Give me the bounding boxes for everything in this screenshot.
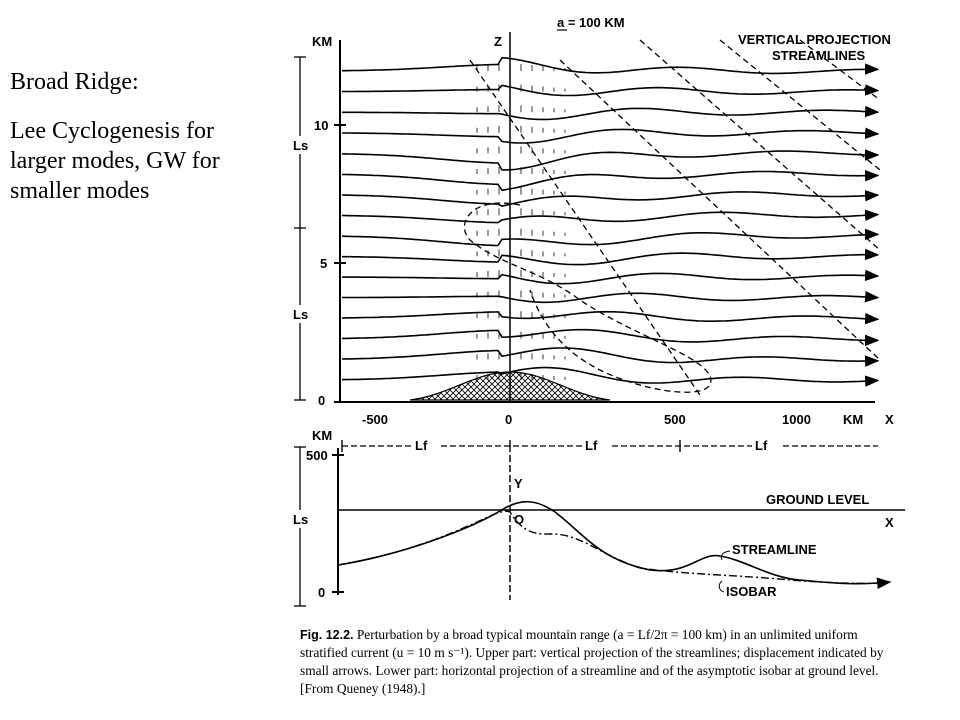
lower-y-tick-500: 500	[306, 448, 328, 463]
streamline-6	[342, 269, 880, 285]
x-tick-1000: 1000	[782, 412, 811, 427]
phase-line-4	[719, 39, 881, 171]
y-tick-5: 5	[320, 256, 327, 271]
streamline-12	[341, 149, 880, 171]
streamline-group	[341, 56, 880, 387]
isobar-curve	[337, 510, 889, 585]
param-label: a = 100 KM	[557, 15, 625, 30]
y-tick-10: 10	[314, 118, 328, 133]
upper-y-ticks: 0 5 10	[314, 118, 346, 408]
lower-y-tick-0: 0	[318, 585, 325, 600]
lf-label-2: Lf	[585, 438, 598, 453]
lower-ls-span: Ls	[290, 446, 310, 607]
phase-line-5	[799, 39, 881, 101]
x-tick-unit: KM	[843, 412, 863, 427]
caption-text: Perturbation by a broad typical mountain…	[300, 627, 884, 696]
phase-line-1	[469, 59, 701, 396]
slide-title: Broad Ridge:	[10, 69, 139, 95]
streamline-2	[341, 347, 880, 367]
phase-lines	[463, 39, 881, 396]
slide-body: Lee Cyclogenesis for larger modes, GW fo…	[10, 118, 220, 204]
streamline-10	[341, 189, 880, 207]
phase-line-3	[639, 39, 881, 251]
streamline-7	[342, 248, 880, 266]
ls-label-upper-1: Ls	[293, 138, 308, 153]
ground-level-label: GROUND LEVEL	[766, 492, 869, 507]
figure-caption: Fig. 12.2. Perturbation by a broad typic…	[300, 626, 905, 698]
streamline-label: STREAMLINE	[732, 542, 817, 557]
streamline-11	[342, 169, 880, 192]
lower-y-axis-label: Y	[514, 476, 523, 491]
streamline-16	[342, 56, 880, 75]
ls-label-upper-2: Ls	[293, 307, 308, 322]
lf-label-1: Lf	[415, 438, 428, 453]
upper-unit-label: KM	[312, 34, 332, 49]
slide-text-block: Broad Ridge: Lee Cyclogenesis for larger…	[10, 68, 245, 206]
streamline-9	[341, 209, 880, 224]
upper-x-ticks: -500 0 500 1000 KM X	[362, 412, 894, 427]
z-axis-label: Z	[494, 34, 502, 49]
streamline-curve	[337, 500, 892, 590]
caption-fig-label: Fig. 12.2.	[300, 628, 354, 642]
closed-phase-loop	[463, 202, 712, 393]
streamline-8	[341, 228, 880, 247]
streamline-15	[342, 84, 880, 97]
upper-panel: KM Z 0 5 10 Ls Ls -500 0 500 1000	[290, 32, 894, 427]
x-tick-m500: -500	[362, 412, 388, 427]
streamline-3	[342, 328, 880, 347]
lower-x-axis-label: X	[885, 515, 894, 530]
streamline-14	[342, 105, 880, 121]
origin-label: O	[514, 512, 524, 527]
y-tick-0: 0	[318, 393, 325, 408]
lf-label-3: Lf	[755, 438, 768, 453]
lower-panel: KM 500 0 Ls Lf Lf Lf Y O GROUND LE	[290, 428, 905, 607]
streamlines-label: STREAMLINES	[772, 48, 866, 63]
ls-label-lower: Ls	[293, 512, 308, 527]
streamline-5	[342, 290, 880, 304]
lf-spans: Lf Lf Lf	[341, 436, 878, 454]
phase-line-2	[559, 59, 881, 361]
streamline-4	[342, 310, 880, 325]
isobar-label: ISOBAR	[726, 584, 777, 599]
upper-x-axis-label: X	[885, 412, 894, 427]
streamline-1	[342, 366, 880, 387]
streamline-13	[342, 127, 880, 144]
upper-ls-span: Ls Ls	[290, 56, 310, 401]
x-tick-0: 0	[505, 412, 512, 427]
vertical-projection-label: VERTICAL PROJECTION	[738, 32, 891, 47]
x-tick-500: 500	[664, 412, 686, 427]
lower-unit-label: KM	[312, 428, 332, 443]
